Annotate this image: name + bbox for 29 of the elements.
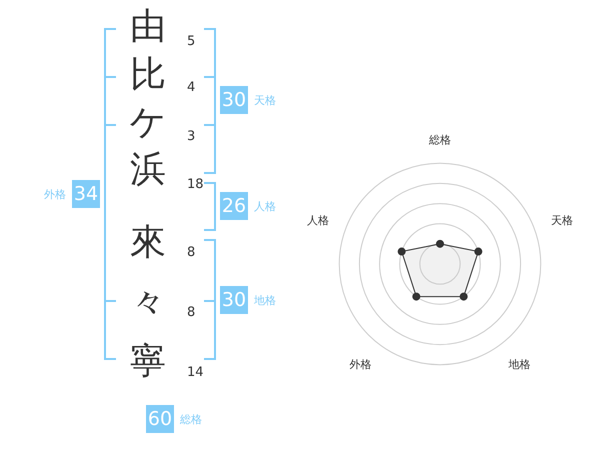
category-label: 由: [129, 6, 167, 47]
text: 26: [220, 192, 248, 220]
category-label: 浜: [129, 149, 167, 190]
text: 地格: [254, 294, 276, 308]
text: 人格: [254, 200, 276, 214]
text: 30: [220, 286, 248, 314]
text: 総格: [180, 413, 202, 427]
spoke-label: 地格: [508, 358, 531, 371]
text: 外格: [44, 188, 66, 202]
text: 8: [187, 305, 196, 320]
category-label: ケ: [128, 102, 168, 143]
text: 4: [187, 80, 196, 95]
text: 天格: [254, 94, 276, 108]
category-label: 比: [129, 54, 167, 95]
text: 14: [187, 365, 204, 380]
text: 30: [220, 86, 248, 114]
spoke-label: 人格: [307, 214, 329, 228]
text: 60: [146, 405, 174, 433]
text: 34: [72, 180, 100, 208]
category-label: 々: [129, 282, 167, 323]
text: 8: [187, 245, 196, 260]
spoke-label: 総格: [428, 134, 451, 147]
spoke-label: 外格: [349, 358, 372, 371]
text: 3: [187, 129, 196, 144]
category-label: 寧: [129, 341, 167, 382]
category-label: 來: [129, 222, 167, 263]
text: 5: [187, 34, 196, 49]
spoke-label: 天格: [551, 214, 573, 228]
text: 18: [187, 177, 204, 192]
